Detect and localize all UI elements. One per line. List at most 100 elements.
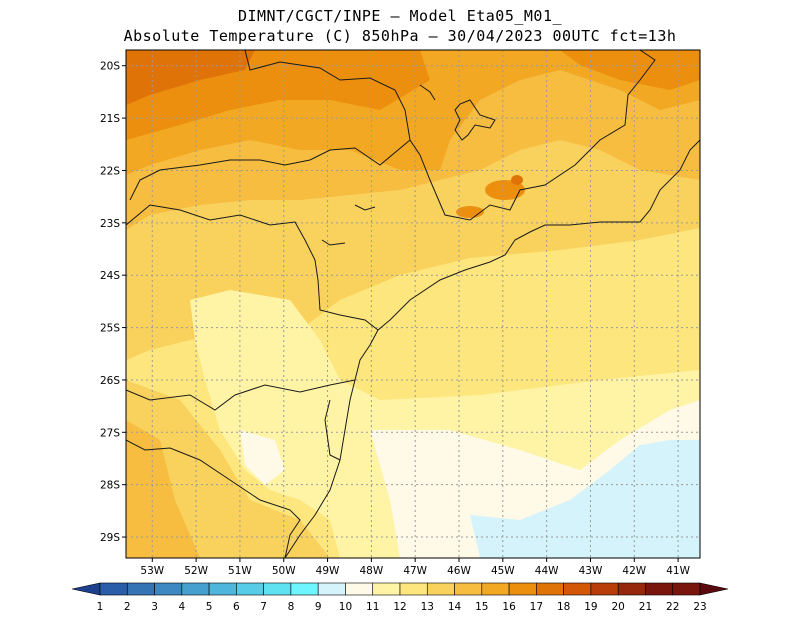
- colorbar-swatch: [208, 582, 237, 596]
- latitude-axis: 20S 21S 22S 23S 24S 25S 26S 27S 28S 29S: [100, 61, 126, 544]
- colorbar-label: 22: [666, 601, 679, 613]
- colorbar-swatch: [290, 582, 319, 596]
- colorbar-label: 10: [339, 601, 352, 613]
- colorbar-arrow-high: [699, 582, 729, 596]
- colorbar-label: 14: [448, 601, 462, 613]
- colorbar-label: 19: [584, 601, 597, 613]
- field-spot-18a: [511, 175, 523, 185]
- boundary-line: [129, 139, 411, 201]
- lat-tick-label: 21S: [100, 113, 120, 125]
- field-spot-17a: [485, 180, 525, 200]
- colorbar-swatch: [426, 582, 455, 596]
- colorbar-swatch: [399, 582, 428, 596]
- colorbar-label: 16: [502, 601, 516, 613]
- map-title-line2: Absolute Temperature (C) 850hPa – 30/04/…: [123, 27, 677, 45]
- field-band-17-ne: [560, 50, 700, 90]
- colorbar-swatch: [236, 582, 264, 596]
- colorbar-label: 21: [639, 601, 652, 613]
- lon-tick-label: 48W: [359, 565, 383, 577]
- field-band-11-w: [240, 430, 285, 485]
- colorbar-swatch: [672, 582, 701, 596]
- lake-outline: [321, 239, 346, 246]
- lat-tick-label: 23S: [100, 218, 120, 230]
- longitude-axis: 53W 52W 51W 50W 49W 48W 47W 46W 45W 44W 43W 42W 41W: [140, 558, 691, 577]
- field-band-18: [126, 50, 255, 105]
- colorbar-swatch: [645, 582, 674, 596]
- lon-tick-label: 46W: [447, 565, 471, 577]
- colorbar-label: 4: [178, 601, 185, 613]
- colorbar-label: 12: [393, 601, 406, 613]
- map-title-line1: DIMNT/CGCT/INPE – Model Eta05_M01_: [237, 7, 563, 25]
- lat-tick-label: 28S: [100, 480, 120, 492]
- lon-tick-label: 42W: [622, 565, 646, 577]
- lon-tick-label: 45W: [491, 565, 515, 577]
- colorbar-swatch: [617, 582, 646, 596]
- colorbar-label: 9: [315, 601, 322, 613]
- colorbar-label: 8: [288, 601, 295, 613]
- boundary-lines: [126, 50, 700, 558]
- map-frame: [125, 49, 701, 559]
- colorbar-label: 23: [693, 601, 706, 613]
- lon-tick-label: 50W: [272, 565, 296, 577]
- boundary-line: [126, 439, 301, 558]
- boundary-line: [244, 50, 656, 221]
- colorbar-label: 20: [611, 601, 624, 613]
- colorbar-label: 18: [557, 601, 570, 613]
- lat-tick-label: 24S: [100, 270, 120, 282]
- colorbar-label: 17: [530, 601, 543, 613]
- colorbar-label: 13: [421, 601, 434, 613]
- colorbar-label: 1: [97, 601, 104, 613]
- lake-outline: [419, 84, 436, 101]
- colorbar-swatch: [590, 582, 619, 596]
- map-gridlines: [126, 50, 700, 558]
- lat-tick-label: 22S: [100, 165, 120, 177]
- colorbar-label: 5: [206, 601, 213, 613]
- lat-tick-label: 26S: [100, 375, 120, 387]
- colorbar-swatch: [99, 582, 128, 596]
- colorbar-swatch: [508, 582, 537, 596]
- colorbar-label: 6: [233, 601, 240, 613]
- colorbar-arrow-low: [71, 582, 101, 596]
- lon-tick-label: 53W: [140, 565, 164, 577]
- colorbar-label: 15: [475, 601, 488, 613]
- lon-tick-label: 51W: [228, 565, 252, 577]
- boundary-line: [126, 204, 379, 331]
- lon-tick-label: 44W: [535, 565, 559, 577]
- lat-tick-label: 25S: [100, 323, 120, 335]
- lat-tick-label: 29S: [100, 532, 120, 544]
- field-band-15-sw: [126, 420, 200, 558]
- coastline: [284, 329, 379, 558]
- temperature-field: [126, 50, 700, 558]
- colorbar-swatch: [481, 582, 510, 596]
- coastline: [377, 139, 700, 331]
- colorbar-swatch: [563, 582, 592, 596]
- colorbar: 1 2 3 4 5 6 7 8 9 10 11 12 13 14 15 16 17 18 19 20 21 22 23: [71, 582, 729, 613]
- lat-tick-label: 20S: [100, 61, 120, 73]
- field-band-10: [470, 440, 700, 558]
- colorbar-swatch: [454, 582, 483, 596]
- colorbar-label: 2: [124, 601, 131, 613]
- field-spot-17b: [456, 206, 484, 218]
- lon-tick-label: 52W: [184, 565, 208, 577]
- lon-tick-label: 41W: [666, 565, 690, 577]
- lat-tick-label: 27S: [100, 427, 120, 439]
- colorbar-swatch: [345, 582, 374, 596]
- colorbar-swatch: [536, 582, 564, 596]
- boundary-line: [324, 399, 341, 461]
- colorbar-swatch: [154, 582, 183, 596]
- colorbar-label: 7: [260, 601, 267, 613]
- lake-outline: [354, 204, 376, 211]
- colorbar-label: 3: [151, 601, 158, 613]
- lon-tick-label: 49W: [316, 565, 340, 577]
- boundary-line: [126, 379, 356, 411]
- colorbar-swatch: [372, 582, 401, 596]
- colorbar-swatch: [126, 582, 155, 596]
- colorbar-swatch: [263, 582, 292, 596]
- colorbar-swatch: [181, 582, 210, 596]
- colorbar-swatch: [317, 582, 346, 596]
- lon-tick-label: 43W: [579, 565, 603, 577]
- colorbar-label: 11: [366, 601, 379, 613]
- lon-tick-label: 47W: [403, 565, 427, 577]
- lake-outline: [454, 99, 496, 141]
